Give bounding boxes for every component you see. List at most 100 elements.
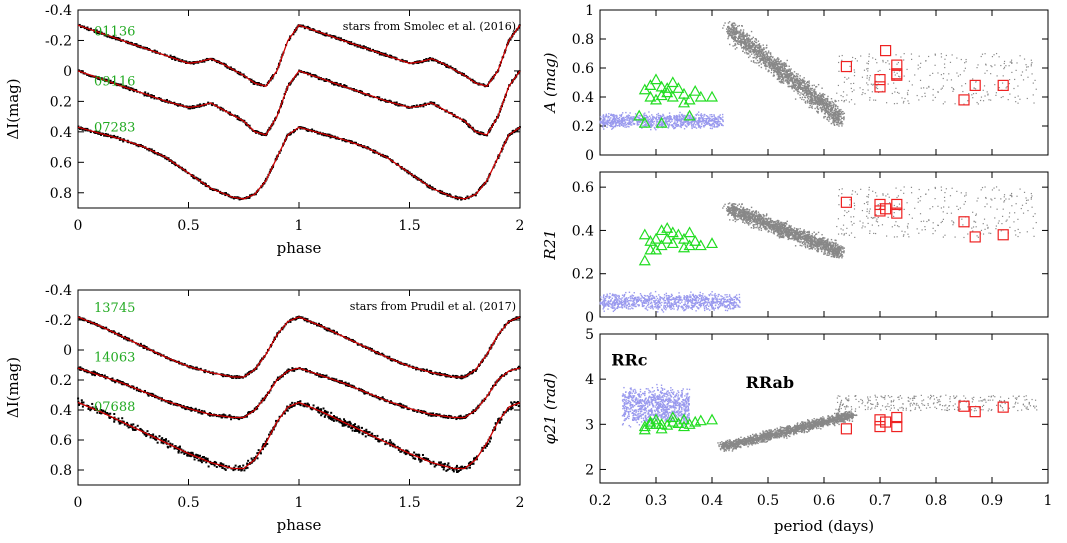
rrc-point <box>612 116 615 118</box>
data-point <box>126 424 129 427</box>
data-point <box>204 458 207 461</box>
data-point <box>427 57 430 60</box>
data-point <box>349 42 352 45</box>
rrc-point <box>625 111 627 114</box>
data-point <box>339 381 342 384</box>
data-point <box>515 401 518 404</box>
data-point <box>171 56 174 59</box>
data-point <box>144 91 147 94</box>
data-point <box>118 422 121 425</box>
data-point <box>87 407 90 410</box>
rrc-point <box>611 119 614 122</box>
rrc-point <box>708 116 710 118</box>
data-point <box>398 104 401 107</box>
data-point <box>445 65 448 68</box>
data-point <box>513 401 516 404</box>
rrc-point <box>603 118 605 120</box>
rrc-point <box>612 126 615 129</box>
rrc-point <box>646 124 649 127</box>
data-point <box>310 408 313 411</box>
data-point <box>376 350 379 353</box>
data-point <box>160 399 163 402</box>
data-point <box>510 408 513 411</box>
data-point <box>164 439 167 442</box>
fit-line-01136 <box>77 24 521 87</box>
rrc-point <box>657 116 660 119</box>
data-point <box>368 49 371 52</box>
data-point <box>105 78 108 81</box>
data-point <box>326 329 329 332</box>
data-point <box>516 129 519 132</box>
amp-axes: 00.20.40.60.81 <box>572 3 1049 164</box>
data-point <box>224 194 227 197</box>
data-point <box>430 370 433 373</box>
data-point <box>145 433 148 436</box>
data-point <box>470 462 473 465</box>
data-point <box>78 317 81 320</box>
data-point <box>485 444 488 447</box>
data-point <box>256 83 259 86</box>
data-point <box>403 451 406 454</box>
data-point <box>156 441 159 444</box>
data-point <box>160 438 163 441</box>
data-point <box>253 456 256 459</box>
data-point <box>189 455 192 458</box>
rrc-point <box>619 120 621 123</box>
data-point <box>349 422 352 425</box>
data-point <box>244 373 247 376</box>
data-point <box>477 404 480 407</box>
data-point <box>317 410 320 413</box>
data-point <box>463 465 466 468</box>
rrc-point <box>671 118 674 121</box>
data-point <box>271 74 274 77</box>
rrc-point <box>620 120 622 122</box>
rrc-point <box>657 112 660 115</box>
data-point <box>438 61 441 64</box>
data-point <box>215 104 218 107</box>
data-point <box>233 375 236 378</box>
data-point <box>517 405 520 408</box>
rrc-point <box>663 116 666 119</box>
rrc-point <box>676 119 679 122</box>
data-point <box>325 32 328 35</box>
rrc-point <box>655 116 658 118</box>
data-point <box>498 421 501 424</box>
data-point <box>112 330 115 333</box>
data-point <box>236 115 239 118</box>
data-point <box>114 381 117 384</box>
data-point <box>388 441 391 444</box>
rrc-point <box>621 120 623 122</box>
data-point <box>439 190 442 193</box>
data-point <box>174 164 177 167</box>
rrc-point <box>608 113 610 115</box>
data-point <box>316 324 319 327</box>
rrc-point <box>641 127 643 129</box>
rrc-point <box>715 117 718 120</box>
data-point <box>173 55 176 58</box>
data-point <box>198 178 201 181</box>
data-point <box>467 124 470 127</box>
data-point <box>356 343 359 346</box>
data-point <box>450 415 453 418</box>
rrc-point <box>634 113 637 115</box>
rrc-point <box>655 124 657 127</box>
rrc-point <box>695 120 697 122</box>
data-point <box>335 137 338 140</box>
fit-line-14063 <box>77 367 521 419</box>
data-point <box>78 23 81 26</box>
data-point <box>415 368 418 371</box>
data-point <box>247 411 250 414</box>
data-point <box>283 412 286 415</box>
rrc-point <box>686 126 688 128</box>
data-point <box>352 88 355 91</box>
data-point <box>356 45 359 48</box>
rrc-point <box>711 113 713 116</box>
data-point <box>343 418 346 421</box>
data-point <box>335 416 338 419</box>
rrc-point <box>610 123 612 125</box>
data-point <box>180 451 183 454</box>
rrc-point <box>604 119 606 121</box>
rrc-point <box>697 111 700 113</box>
data-point <box>334 137 337 140</box>
rrc-point <box>709 118 711 120</box>
